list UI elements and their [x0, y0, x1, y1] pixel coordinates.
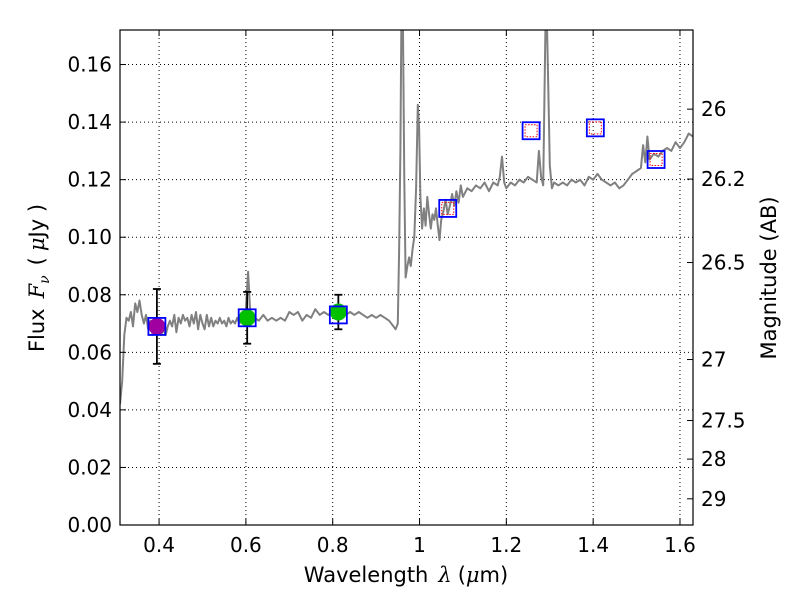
y-tick-label: 0.02 — [67, 455, 112, 479]
model-box — [585, 118, 605, 138]
y2-tick-label: 26 — [701, 97, 726, 121]
y2-axis-label: Magnitude (AB) — [757, 196, 781, 359]
photometry-point — [148, 317, 166, 335]
x-tick-label: 1.4 — [577, 533, 609, 557]
x-axis-unit-open: ( — [458, 563, 466, 587]
y-tick-label: 0.10 — [67, 225, 112, 249]
model-box — [328, 305, 348, 325]
x-tick-label: 0.4 — [143, 533, 175, 557]
x-axis-label-text: Wavelength — [304, 563, 429, 587]
y2-tick-label: 26.2 — [701, 167, 746, 191]
upper-limit-marker — [441, 201, 455, 215]
spectrum-line — [120, 30, 693, 405]
x-axis-unit-rest: m) — [480, 563, 509, 587]
y-tick-label: 0.12 — [67, 168, 112, 192]
y-axis-label: Flux Fν ( μJy ) — [25, 204, 53, 352]
model-box — [646, 150, 666, 169]
grid — [120, 30, 693, 526]
upper-limit-marker — [649, 153, 663, 167]
data-area — [120, 30, 693, 405]
x-tick-label: 0.6 — [230, 533, 262, 557]
plot-frame — [119, 29, 694, 526]
model-box — [147, 317, 167, 336]
markers — [147, 118, 666, 365]
upper-limit-marker — [588, 121, 602, 135]
photometry-point — [329, 303, 347, 321]
model-box — [521, 121, 541, 141]
y2-tick-label: 27 — [701, 348, 726, 372]
y-tick-label: 0.00 — [67, 513, 112, 537]
model-box — [237, 308, 257, 328]
upper-limit-marker — [524, 124, 538, 138]
y-tick-label: 0.16 — [67, 53, 112, 77]
y-axis-subscript: ν — [37, 275, 53, 284]
x-tick-label: 1 — [413, 533, 426, 557]
y-tick-label: 0.14 — [67, 110, 112, 134]
x-axis-label: Wavelength λ (μm) — [304, 563, 508, 587]
y2-tick-label: 28 — [701, 447, 726, 471]
x-tick-label: 0.8 — [317, 533, 349, 557]
y-axis-unit-mu: μ — [25, 237, 49, 251]
x-tick-label: 1.6 — [664, 533, 696, 557]
y-tick-label: 0.08 — [67, 283, 112, 307]
y2-tick-label: 27.5 — [701, 409, 746, 433]
y2-tick-label: 26.5 — [701, 251, 746, 275]
y2-tick-label: 29 — [701, 487, 726, 511]
y-axis-label-text: Flux — [25, 308, 49, 352]
x-axis-lambda: λ — [437, 563, 451, 587]
photometry-point — [238, 309, 256, 327]
y-axis-symbol: F — [25, 282, 49, 299]
y-tick-label: 0.06 — [67, 340, 112, 364]
y-axis-unit-rest: Jy ) — [25, 204, 49, 240]
x-axis-unit-mu: μ — [466, 563, 480, 587]
y-tick-label: 0.04 — [67, 398, 112, 422]
y-axis-unit-open: ( — [25, 257, 49, 265]
model-box — [438, 199, 458, 218]
x-tick-label: 1.2 — [490, 533, 522, 557]
ticks: 0.4 0.6 0.8 1 1.2 1.4 1.6 0.00 0.02 0.04 0.06 0.08 0… — [67, 30, 746, 557]
